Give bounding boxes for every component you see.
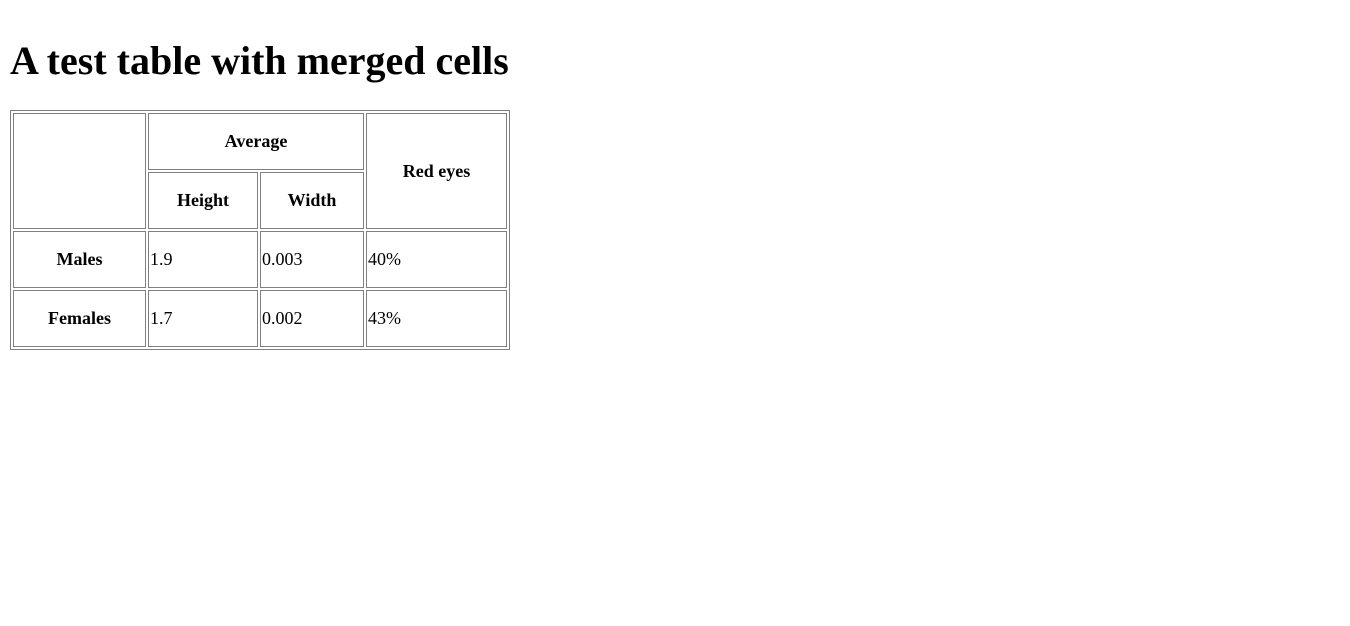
- table-header-row: Average Red eyes: [13, 113, 507, 229]
- females-width-cell: 0.002: [260, 290, 364, 347]
- table-row: Males 1.9 0.003 40%: [13, 231, 507, 288]
- females-height-cell: 1.7: [148, 290, 258, 347]
- empty-corner-cell: [13, 113, 146, 229]
- height-header: Height: [148, 172, 258, 229]
- page-title: A test table with merged cells: [10, 38, 509, 83]
- table-row: Females 1.7 0.002 43%: [13, 290, 507, 347]
- table-subheader-row: Height Width: [13, 172, 507, 229]
- row-label-males: Males: [13, 231, 146, 288]
- males-red-eyes-cell: 40%: [366, 231, 507, 288]
- females-red-eyes-cell: 43%: [366, 290, 507, 347]
- row-label-females: Females: [13, 290, 146, 347]
- red-eyes-header: Red eyes: [366, 113, 507, 229]
- average-group-header: Average: [148, 113, 364, 170]
- width-header: Width: [260, 172, 364, 229]
- males-height-cell: 1.9: [148, 231, 258, 288]
- males-width-cell: 0.003: [260, 231, 364, 288]
- merged-cells-table: Average Red eyes Height Width Males 1.9 …: [10, 110, 510, 350]
